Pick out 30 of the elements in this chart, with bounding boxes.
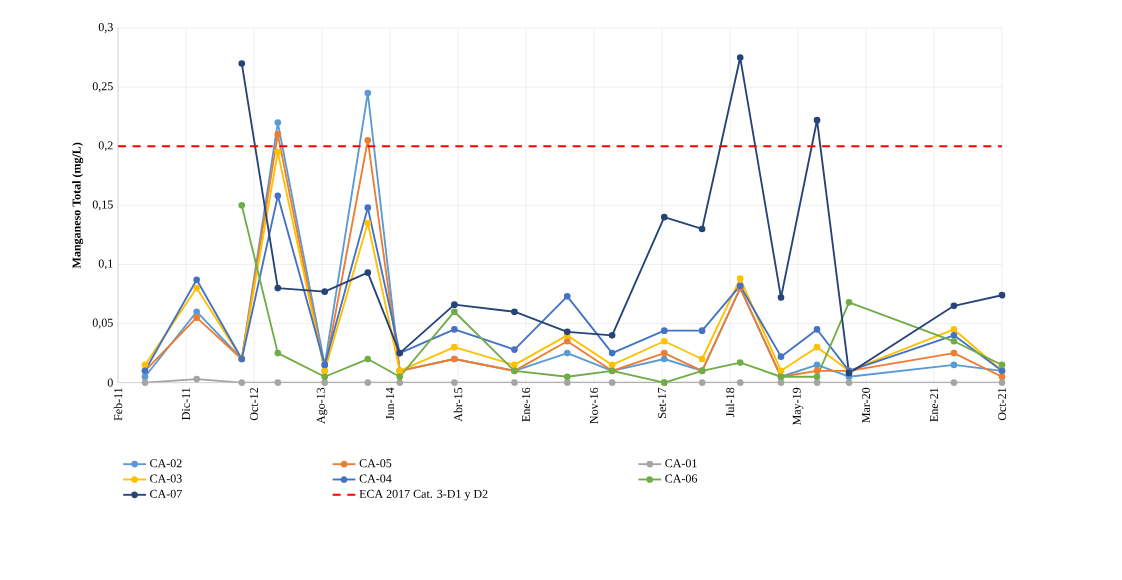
- y-tick-label: 0,1: [98, 259, 113, 270]
- x-tick-label: Jun-14: [385, 387, 395, 420]
- x-tick-label: Oct-21: [997, 388, 1007, 421]
- x-tick-label: Abr-15: [453, 387, 463, 422]
- legend-label: CA-04: [359, 474, 392, 483]
- x-tick-label: Ene-21: [929, 388, 939, 422]
- x-tick-label: Oct-12: [249, 388, 259, 421]
- x-tick-label: Jul-18: [725, 387, 735, 418]
- y-tick-label: 0,3: [98, 23, 113, 33]
- legend-label: CA-01: [665, 459, 697, 468]
- legend-label: CA-07: [150, 489, 182, 498]
- x-tick-label: Dic-11: [181, 388, 191, 420]
- y-axis-title: Manganeso Total (mg/L): [72, 142, 84, 269]
- legend-label: CA-06: [665, 474, 698, 483]
- y-tick-label: 0,2: [98, 141, 113, 152]
- x-tick-label: Nov-16: [589, 387, 599, 424]
- legend-label: CA-03: [150, 474, 182, 483]
- y-tick-label: 0,05: [92, 318, 113, 329]
- legend-label: ECA 2017 Cat. 3-D1 y D2: [359, 489, 488, 501]
- x-tick-label: Ene-16: [521, 387, 531, 422]
- y-tick-label: 0: [107, 378, 113, 387]
- x-tick-label: Feb-11: [113, 388, 123, 421]
- legend-label: CA-02: [150, 459, 182, 468]
- x-tick-label: Set-17: [657, 387, 667, 418]
- y-tick-label: 0,15: [92, 200, 113, 211]
- legend-label: CA-05: [359, 459, 392, 468]
- x-tick-label: Mar-20: [861, 387, 871, 423]
- x-tick-label: May-19: [792, 387, 804, 425]
- y-tick-label: 0,25: [92, 82, 113, 93]
- x-tick-label: Ago-13: [316, 387, 328, 424]
